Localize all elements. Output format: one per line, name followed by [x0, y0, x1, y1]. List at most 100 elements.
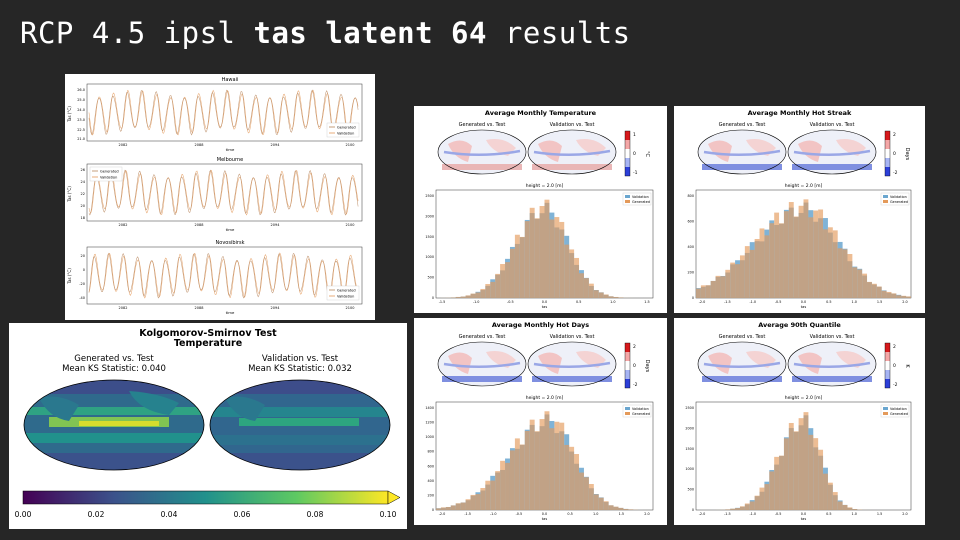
- validation-line: [88, 89, 359, 136]
- ts-ytick: -20: [79, 282, 85, 286]
- hist-bar-generated: [579, 472, 584, 510]
- hist-xlabel: tas: [801, 517, 807, 521]
- hist-bar-generated: [465, 295, 471, 298]
- hist-bar-generated: [739, 255, 745, 298]
- generated-line: [88, 252, 359, 299]
- ks-subtitle: Temperature: [174, 338, 242, 349]
- legend-generated: Generated: [100, 170, 119, 174]
- hist-bar-generated: [744, 503, 750, 510]
- cbar-tick: -2: [633, 382, 638, 388]
- hist-xtick: -1.5: [464, 512, 471, 516]
- legend-swatch-validation: [883, 195, 888, 198]
- legend-generated: Generated: [632, 200, 650, 204]
- hist-bar-generated: [529, 207, 535, 298]
- hist-bar-generated: [505, 462, 510, 510]
- hist-bar-generated: [764, 484, 770, 510]
- panel-title: Average Monthly Hot Streak: [748, 109, 852, 117]
- hist-bar-generated: [519, 236, 525, 298]
- hist-bar-generated: [539, 419, 545, 510]
- ks-left-stat: Mean KS Statistic: 0.040: [62, 364, 166, 374]
- hist-bar-generated: [559, 422, 565, 510]
- ts-ytick: 20: [81, 204, 85, 208]
- hist-bar-generated: [485, 284, 491, 298]
- hist-xtick: -1.0: [749, 300, 756, 304]
- hist-bar-generated: [847, 254, 853, 298]
- hist-bar-generated: [618, 507, 624, 510]
- south-band: [532, 376, 612, 382]
- hist-bar-generated: [827, 482, 833, 510]
- hist-bar-generated: [818, 209, 824, 298]
- hist-ytick: 2500: [425, 194, 434, 198]
- colorbar-segment: [625, 158, 630, 167]
- cbar-tick: 0: [893, 363, 896, 369]
- ts-axes-hawaii: [86, 83, 363, 142]
- hist-bar-generated: [514, 234, 520, 298]
- legend-validation: Validation: [890, 195, 907, 199]
- colorbar-outline: [624, 342, 631, 389]
- hist-bar-generated: [720, 276, 726, 298]
- hist-ytick: 1000: [685, 467, 694, 471]
- generated-line: [88, 89, 359, 136]
- panel-avg-monthly-hot-days: Average Monthly Hot Days Generated vs. Te…: [414, 318, 667, 525]
- slide-title-bold: tas latent 64: [253, 16, 487, 50]
- map-generated: [697, 129, 787, 175]
- ts-xtick: 2100: [346, 223, 355, 227]
- hist-bar-generated: [574, 454, 580, 510]
- hist-bar-generated: [847, 507, 853, 510]
- hist-bar-generated: [881, 290, 887, 298]
- ts-ytick: 24: [81, 180, 86, 184]
- hist-xtick: -1.0: [473, 300, 480, 304]
- legend-swatch-validation: [883, 407, 888, 410]
- ts-ytick: 23.0: [77, 118, 85, 122]
- hist-xtick: 0.5: [567, 512, 572, 516]
- hist-xtick: -0.5: [775, 512, 782, 516]
- hist-ytick: 600: [428, 464, 434, 468]
- hist-ytick: 1500: [685, 447, 694, 451]
- panel-svg: Average Monthly Hot Streak Generated vs. …: [688, 109, 912, 309]
- hist-bar-generated: [696, 288, 701, 298]
- panel-avg-90th-quantile: Average 90th Quantile Generated vs. Test V…: [674, 318, 925, 525]
- ts-ytick: 24.0: [77, 108, 85, 112]
- hist-bar-generated: [832, 230, 838, 298]
- hist-xtick: 0.5: [826, 512, 831, 516]
- ks-cbar-tick: 0.04: [161, 510, 178, 519]
- hist-bar-generated: [754, 495, 760, 510]
- hist-xtick: 2.0: [902, 512, 907, 516]
- south-band: [442, 164, 522, 170]
- hist-bar-generated: [774, 456, 780, 510]
- colorbar-segment: [625, 131, 630, 140]
- colorbar-outline: [884, 130, 891, 177]
- cool-band: [533, 361, 611, 369]
- hist-bar-generated: [759, 487, 765, 510]
- hist-bar-generated: [715, 275, 721, 298]
- hist-bar-generated: [460, 502, 466, 510]
- hist-ytick: 1500: [425, 235, 434, 239]
- hist-title: height = 2.0 [m]: [785, 183, 823, 189]
- hist-xtick: -1.5: [724, 300, 731, 304]
- map-generated: [697, 341, 787, 387]
- hist-bar-generated: [500, 460, 506, 510]
- map-subtitle-validation: Validation vs. Test: [810, 334, 855, 340]
- hist-bar-generated: [470, 494, 476, 510]
- colorbar-segment: [625, 370, 630, 379]
- diverging-colorbar: [884, 130, 891, 177]
- map-outline: [787, 341, 877, 387]
- hist-bar-generated: [534, 218, 540, 298]
- ks-cbar-tick: 0.06: [234, 510, 251, 519]
- hist-bar-generated: [475, 494, 481, 510]
- ks-cbar-tick: 0.00: [15, 510, 32, 519]
- panel-title: Average 90th Quantile: [758, 321, 841, 329]
- hist-bar-generated: [549, 428, 555, 510]
- hist-bar-generated: [837, 248, 843, 298]
- hist-ytick: 200: [688, 271, 694, 275]
- hist-bar-generated: [450, 297, 456, 298]
- south-band: [702, 376, 782, 382]
- legend-generated: Generated: [337, 289, 356, 293]
- diverging-colorbar: [624, 342, 631, 389]
- hist-ytick: 600: [688, 220, 694, 224]
- hist-xlabel: tas: [542, 517, 548, 521]
- hist-ytick: 0: [432, 508, 434, 512]
- ts-title-novosibirsk: Novosibirsk: [216, 240, 245, 246]
- hist-ytick: 500: [428, 276, 434, 280]
- hist-bar-generated: [583, 477, 589, 510]
